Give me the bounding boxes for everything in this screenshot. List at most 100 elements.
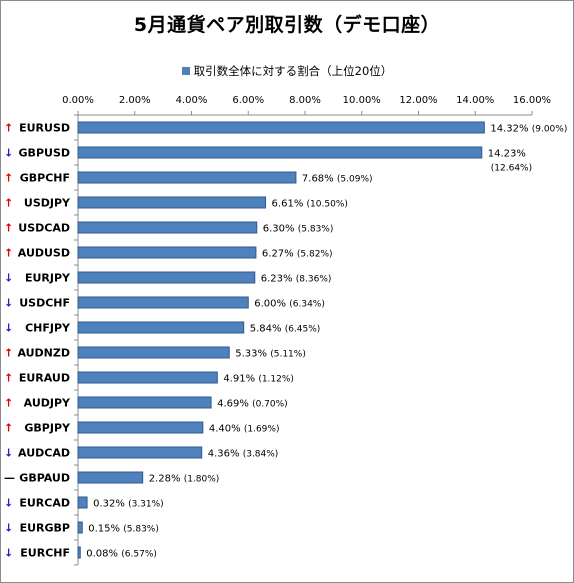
category-label: GBPAUD — [19, 472, 70, 485]
previous-label: (9.00%) — [532, 125, 568, 135]
data-label: 7.68% — [302, 174, 334, 185]
bar — [77, 371, 218, 384]
bar — [77, 296, 249, 309]
data-label: 4.69% — [217, 399, 249, 410]
bar — [77, 546, 81, 559]
trend-mark: ↓ — [4, 547, 13, 560]
x-tick-label: 16.00% — [513, 95, 551, 106]
x-tick-label: 2.00% — [119, 95, 151, 106]
bar — [77, 396, 212, 409]
data-label: 6.23% — [261, 274, 293, 285]
category-label: AUDCAD — [18, 447, 70, 460]
trend-mark: ↑ — [4, 347, 13, 360]
category-label: GBPUSD — [19, 147, 70, 160]
data-label: 4.91% — [223, 374, 255, 385]
data-label: 4.36% — [208, 449, 240, 460]
category-label: USDCHF — [19, 297, 70, 310]
trend-mark: ↓ — [4, 447, 13, 460]
previous-label: (6.57%) — [121, 550, 157, 560]
data-label: 0.32% — [93, 499, 125, 510]
chart-title: 5月通貨ペア別取引数（デモ口座） — [133, 14, 441, 36]
x-tick-label: 14.00% — [456, 95, 494, 106]
category-label: AUDNZD — [17, 347, 70, 360]
bar — [77, 121, 485, 134]
category-label: EURGBP — [20, 522, 70, 535]
category-label: GBPJPY — [24, 422, 71, 435]
bar — [77, 271, 256, 284]
legend-label: 取引数全体に対する割合（上位20位） — [193, 64, 393, 78]
previous-label: (5.11%) — [270, 350, 306, 360]
trend-mark: ↓ — [4, 322, 13, 335]
trend-mark: ↑ — [4, 372, 13, 385]
previous-label: (8.36%) — [296, 275, 332, 285]
data-label: 0.08% — [86, 549, 118, 560]
previous-label: (12.64%) — [491, 164, 532, 174]
category-label: EURJPY — [25, 272, 71, 285]
trend-mark: ↓ — [4, 147, 13, 160]
trend-mark: ↓ — [4, 522, 13, 535]
previous-label: (0.70%) — [252, 400, 288, 410]
category-label: EURAUD — [19, 372, 70, 385]
previous-label: (5.09%) — [337, 175, 373, 185]
bar — [77, 221, 258, 234]
previous-label: (5.83%) — [123, 525, 159, 535]
bar — [77, 321, 245, 334]
previous-label: (6.45%) — [285, 325, 321, 335]
bar — [77, 521, 83, 534]
x-tick-label: 8.00% — [289, 95, 321, 106]
previous-label: (1.80%) — [184, 475, 220, 485]
data-label: 0.15% — [88, 524, 120, 535]
data-label: 6.30% — [263, 224, 295, 235]
bar — [77, 446, 203, 459]
previous-label: (5.82%) — [297, 250, 333, 260]
bar — [77, 196, 267, 209]
category-label: EURUSD — [19, 122, 70, 135]
data-label: 14.32% — [490, 124, 528, 135]
category-label: AUDJPY — [24, 397, 71, 410]
category-label: USDJPY — [24, 197, 71, 210]
bar — [77, 471, 144, 484]
trend-mark: ↑ — [4, 422, 13, 435]
data-label: 2.28% — [149, 474, 181, 485]
data-label: 6.61% — [272, 199, 304, 210]
trend-mark: ↓ — [4, 297, 13, 310]
bar — [77, 146, 483, 159]
category-label: USDCAD — [18, 222, 70, 235]
previous-label: (3.31%) — [128, 500, 164, 510]
previous-label: (1.12%) — [258, 375, 294, 385]
trend-mark: ↑ — [4, 122, 13, 135]
trend-mark: ↓ — [4, 272, 13, 285]
bar — [77, 496, 88, 509]
previous-label: (6.34%) — [289, 300, 325, 310]
previous-label: (3.84%) — [243, 450, 279, 460]
category-label: GBPCHF — [20, 172, 70, 185]
bar — [77, 171, 297, 184]
bar — [77, 246, 257, 259]
trend-mark: ↑ — [4, 172, 13, 185]
previous-label: (10.50%) — [307, 200, 348, 210]
x-tick-label: 12.00% — [399, 95, 437, 106]
x-tick-label: 0.00% — [62, 95, 94, 106]
data-label: 14.23% — [488, 149, 526, 160]
bar — [77, 421, 204, 434]
x-tick-label: 4.00% — [176, 95, 208, 106]
data-label: 6.27% — [262, 249, 294, 260]
data-label: 5.84% — [250, 324, 282, 335]
trend-mark: ↓ — [4, 497, 13, 510]
category-label: CHFJPY — [25, 322, 71, 335]
trend-mark: ↑ — [4, 247, 13, 260]
x-tick-label: 6.00% — [232, 95, 264, 106]
category-label: EURCAD — [19, 497, 70, 510]
previous-label: (5.83%) — [298, 225, 334, 235]
data-label: 5.33% — [235, 349, 267, 360]
category-label: AUDUSD — [18, 247, 70, 260]
bar — [77, 346, 230, 359]
x-tick-label: 10.00% — [343, 95, 381, 106]
trend-mark: — — [4, 472, 15, 485]
data-label: 6.00% — [254, 299, 286, 310]
trend-mark: ↑ — [4, 397, 13, 410]
trend-mark: ↑ — [4, 197, 13, 210]
previous-label: (1.69%) — [244, 425, 280, 435]
